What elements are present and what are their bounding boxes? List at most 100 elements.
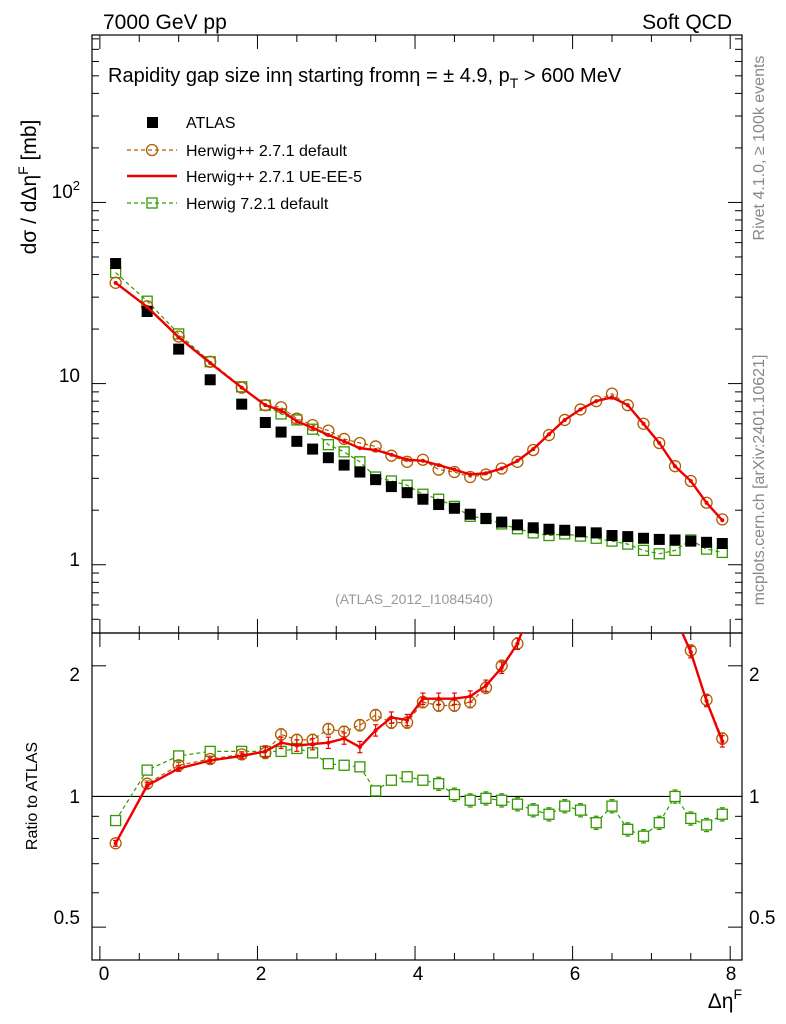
point-atlas (307, 443, 319, 455)
point-atlas (322, 452, 334, 464)
point-hwpp-default (700, 496, 713, 509)
ratio-point-hw7 (109, 814, 122, 827)
point-atlas (716, 538, 728, 550)
point-hwpp-default (558, 413, 571, 427)
ratio-point-hw7 (543, 808, 555, 820)
point-hwpp-ueee5 (405, 457, 410, 462)
ratio-point-hwpp-ueee5 (499, 665, 504, 670)
ratio-point-hwpp-ueee5 (405, 718, 410, 723)
ratio-point-hwpp-ueee5 (176, 766, 181, 771)
ratio-point-hwpp-ueee5 (208, 758, 213, 763)
ratio-point-hwpp-ueee5 (310, 742, 315, 747)
legend: ATLAS Herwig++ 2.7.1 default Herwig++ 2.… (127, 115, 362, 213)
ratio-point-hwpp-ueee5 (279, 740, 284, 745)
y-axis-label-ratio: Ratio to ATLAS (24, 742, 41, 850)
ratio-point-hwpp-ueee5 (547, 564, 551, 568)
ratio-point-hwpp-default (591, 477, 602, 488)
y-tick-label-1: 1 (69, 550, 80, 571)
point-hwpp-default (401, 455, 414, 468)
point-hwpp-ueee5 (688, 478, 693, 483)
ratio-point-hwpp-default (622, 477, 633, 488)
point-hwpp-ueee5 (420, 458, 425, 463)
ratio-point-hw7 (590, 817, 602, 829)
point-hwpp-default (495, 462, 508, 475)
point-atlas (622, 531, 634, 543)
ratio-tick-label-1-right: 1 (749, 787, 760, 808)
point-hwpp-default (653, 436, 666, 450)
ratio-panel-data (109, 453, 729, 850)
ratio-point-hw7 (716, 808, 728, 820)
ratio-point-hwpp-ueee5 (688, 650, 693, 655)
title-main: Rapidity gap size in (108, 65, 281, 87)
point-atlas (204, 374, 216, 386)
top-panel-data (109, 258, 729, 560)
x-axis-label: ΔηF (708, 986, 742, 1013)
x-tick-label-6: 6 (570, 964, 581, 985)
x-tick-label-4: 4 (413, 964, 424, 985)
point-atlas (480, 513, 492, 525)
ratio-point-hw7 (464, 794, 476, 806)
ratio-point-hw7 (685, 812, 697, 825)
point-hwpp-default (621, 399, 634, 412)
header-left: 7000 GeV pp (103, 11, 227, 34)
point-hwpp-ueee5 (657, 440, 662, 445)
ratio-point-hwpp-default (575, 499, 586, 510)
x-tick-label-2: 2 (256, 964, 267, 985)
ratio-point-hwpp-ueee5 (239, 753, 244, 758)
header-right: Soft QCD (642, 11, 732, 34)
point-atlas (110, 258, 122, 270)
point-hwpp-default (527, 443, 540, 457)
point-hwpp-ueee5 (436, 463, 441, 468)
point-hwpp-ueee5 (263, 403, 268, 408)
point-hwpp-ueee5 (531, 447, 536, 452)
point-hwpp-default (204, 355, 217, 368)
point-atlas (354, 466, 366, 478)
point-atlas (638, 532, 650, 544)
point-hwpp-ueee5 (468, 472, 473, 477)
ratio-point-hwpp-default (528, 597, 539, 608)
legend-atlas-label: ATLAS (186, 115, 236, 132)
point-atlas (543, 523, 555, 535)
point-atlas (590, 527, 602, 539)
ratio-point-hwpp-ueee5 (626, 480, 630, 484)
point-atlas (236, 398, 248, 410)
ratio-point-hw7 (385, 774, 398, 786)
ratio-point-hwpp-ueee5 (263, 749, 268, 754)
y-tick-label-100: 102 (52, 178, 80, 203)
ratio-point-hwpp-default (607, 453, 618, 464)
point-hwpp-ueee5 (176, 335, 181, 340)
ratio-point-hwpp-ueee5 (294, 743, 299, 748)
point-atlas (417, 493, 429, 505)
point-hwpp-default (109, 276, 122, 289)
point-atlas (291, 435, 303, 447)
ratio-point-hwpp-ueee5 (420, 696, 425, 701)
point-hwpp-default (172, 330, 185, 343)
ratio-tick-label-0-5-right: 0.5 (749, 908, 775, 929)
point-atlas (385, 481, 397, 493)
y-label-prefix: dσ / dΔη (18, 175, 41, 255)
title-sub: T (510, 75, 519, 91)
ratio-point-hw7 (669, 790, 681, 803)
point-atlas (574, 526, 586, 538)
ratio-point-hwpp-ueee5 (326, 740, 331, 745)
ratio-tick-label-2: 2 (69, 665, 80, 686)
ratio-point-hw7 (653, 817, 665, 829)
ratio-point-hw7 (369, 785, 382, 797)
ratio-point-hwpp-ueee5 (468, 694, 473, 699)
point-hwpp-default (511, 455, 524, 468)
point-hwpp-ueee5 (625, 403, 630, 408)
ratio-tick-label-1: 1 (69, 787, 80, 808)
point-atlas (527, 522, 539, 534)
ratio-point-hwpp-ueee5 (657, 564, 661, 568)
ratio-point-hwpp-ueee5 (373, 728, 378, 733)
point-hwpp-default (274, 401, 288, 414)
point-hwpp-ueee5 (279, 408, 284, 413)
legend-hwpp-default-marker (145, 143, 159, 157)
ratio-point-hw7 (574, 804, 587, 816)
point-atlas (433, 499, 445, 511)
ratio-point-hwpp-default (353, 718, 367, 732)
point-hwpp-ueee5 (357, 446, 362, 451)
ratio-point-hwpp-ueee5 (389, 715, 394, 720)
point-hwpp-ueee5 (704, 500, 709, 505)
